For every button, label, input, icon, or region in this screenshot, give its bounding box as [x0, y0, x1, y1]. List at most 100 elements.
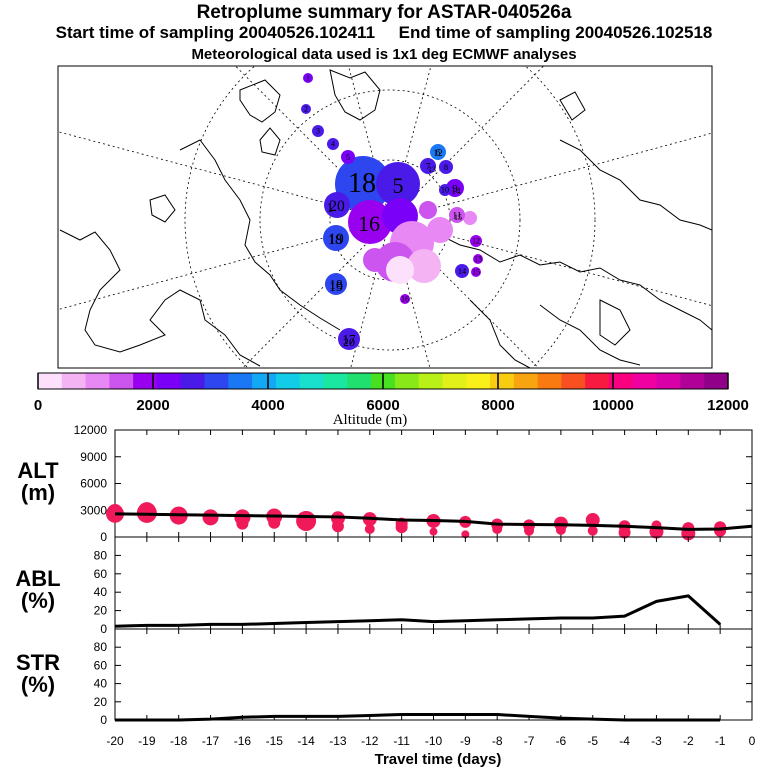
- sampling-time-subtitle: Start time of sampling 20040526.102411 E…: [55, 23, 713, 42]
- y-tick-label: 0: [100, 530, 107, 544]
- plume-cluster-label: 15: [472, 267, 480, 276]
- plume-cluster-mark: [335, 156, 391, 212]
- plume-cluster-mark: [427, 217, 453, 243]
- coastline-eurasia: [419, 234, 712, 331]
- coastlines: [59, 69, 712, 368]
- x-tick-label: -15: [266, 734, 284, 748]
- plume-cluster-mark: [470, 235, 482, 247]
- colorbar-tick-label: 12000: [707, 397, 749, 414]
- plume-cluster-mark: [363, 248, 387, 272]
- altitude-cluster-mark: [524, 525, 535, 536]
- alt-panel: 0 3000 6000 9000 12000: [74, 423, 753, 544]
- coastline-island: [559, 91, 586, 121]
- plume-cluster-mark: [338, 328, 360, 350]
- y-tick-label: 40: [94, 677, 108, 691]
- x-tick-label: -7: [524, 734, 535, 748]
- colorbar: 0 2000 4000 6000 8000 10000 12000 Altitude (m): [34, 372, 749, 428]
- plume-cluster-label: 15: [454, 213, 462, 222]
- str-panel-label: STR (%): [16, 650, 60, 697]
- coastline-island: [239, 79, 281, 123]
- colorbar-cell: [442, 373, 467, 389]
- meridian-line: [58, 131, 391, 221]
- coastline-island: [259, 127, 281, 156]
- meridian-line: [58, 219, 391, 311]
- plume-cluster-label: 16: [401, 294, 409, 303]
- x-tick-label: -14: [297, 734, 315, 748]
- plume-cluster-mark: [325, 273, 347, 295]
- str-panel-frame: [114, 628, 753, 721]
- plume-cluster-mark: [323, 225, 349, 251]
- plume-cluster-mark: [386, 256, 414, 284]
- plume-cluster-mark: [473, 254, 483, 264]
- x-tick-label: -5: [587, 734, 598, 748]
- y-tick-label: 60: [94, 567, 108, 581]
- meridian-line: [389, 132, 712, 221]
- altitude-cluster-mark: [555, 524, 566, 535]
- abl-series-line: [114, 594, 722, 628]
- altitude-cluster-mark: [618, 526, 631, 539]
- colorbar-cell: [656, 373, 681, 389]
- meridian-line: [389, 219, 431, 368]
- x-tick-label: -3: [651, 734, 662, 748]
- altitude-cluster-mark: [331, 520, 344, 533]
- colorbar-cell: [704, 373, 729, 389]
- coastline-china: [539, 304, 641, 366]
- colorbar-cell: [228, 373, 253, 389]
- colorbar-cell: [38, 373, 63, 389]
- plume-cluster-label: 4: [331, 140, 335, 149]
- colorbar-cell: [609, 373, 634, 389]
- x-tick-label: -2: [683, 734, 694, 748]
- colorbar-cell: [585, 373, 610, 389]
- plume-cluster-mark: [303, 73, 313, 83]
- y-tick-label: 6000: [80, 477, 107, 491]
- colorbar-cell: [394, 373, 420, 389]
- meridian-line: [348, 66, 391, 221]
- colorbar-cell: [418, 373, 443, 389]
- x-tick-label: -17: [202, 734, 220, 748]
- coastline-island: [599, 299, 631, 346]
- plume-cluster-label: 5: [346, 153, 350, 162]
- x-tick-label: -10: [425, 734, 443, 748]
- plume-cluster-mark: [430, 144, 446, 160]
- colorbar-cell: [275, 373, 301, 389]
- plume-cluster-label: 14: [452, 186, 462, 196]
- y-tick-label: 9000: [80, 450, 107, 464]
- plume-cluster-label: 1: [306, 73, 310, 82]
- plume-cluster-label: 12: [472, 237, 480, 246]
- chart-title: Retroplume summary for ASTAR-040526a: [196, 2, 572, 23]
- plume-cluster-mark: [446, 179, 464, 197]
- plume-cluster-mark: [419, 201, 437, 219]
- plume-cluster-mark: [400, 294, 410, 304]
- colorbar-cell: [61, 373, 87, 389]
- plume-cluster-mark: [348, 200, 392, 244]
- plume-cluster-mark: [463, 211, 477, 225]
- plume-cluster-mark: [312, 125, 324, 137]
- colorbar-cell: [632, 373, 658, 389]
- y-tick-label: 80: [94, 548, 108, 562]
- meridian-line: [389, 219, 712, 307]
- alt-unit: (m): [21, 480, 55, 505]
- plume-cluster-label: 8: [444, 163, 448, 172]
- y-tick-label: 3000: [80, 503, 107, 517]
- y-tick-label: 20: [94, 695, 108, 709]
- plume-cluster-label: 19: [329, 280, 343, 295]
- altitude-cluster-mark: [268, 516, 281, 529]
- alt-label: ALT: [17, 458, 59, 483]
- y-tick-label: 20: [94, 604, 108, 618]
- meridian-line: [389, 66, 545, 221]
- x-tick-label: -1: [715, 734, 726, 748]
- x-tick-label: -19: [138, 734, 156, 748]
- plume-cluster-label: 2: [304, 104, 308, 113]
- colorbar-cell: [537, 373, 562, 389]
- altitude-cluster-mark: [296, 510, 317, 531]
- abl-label: ABL: [15, 566, 60, 591]
- x-tick-label: -13: [329, 734, 347, 748]
- plume-cluster-label: 19: [328, 231, 344, 248]
- altitude-cluster-mark: [429, 527, 438, 536]
- colorbar-cell: [513, 373, 539, 389]
- plume-cluster-mark: [327, 138, 339, 150]
- abl-panel-label: ABL (%): [15, 566, 60, 613]
- latitude-circle: [259, 89, 521, 351]
